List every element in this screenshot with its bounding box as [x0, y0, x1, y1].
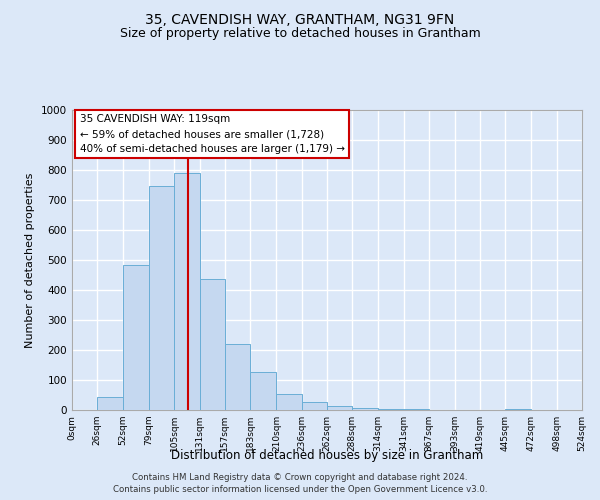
- Y-axis label: Number of detached properties: Number of detached properties: [25, 172, 35, 348]
- Bar: [505, 408, 532, 410]
- Bar: [277, 394, 302, 410]
- Bar: [377, 409, 404, 410]
- Bar: [302, 402, 327, 410]
- Bar: [352, 408, 377, 410]
- Text: 35 CAVENDISH WAY: 119sqm
← 59% of detached houses are smaller (1,728)
40% of sem: 35 CAVENDISH WAY: 119sqm ← 59% of detach…: [80, 114, 344, 154]
- Text: Distribution of detached houses by size in Grantham: Distribution of detached houses by size …: [171, 448, 483, 462]
- Bar: [149, 186, 174, 410]
- Text: Contains public sector information licensed under the Open Government Licence v3: Contains public sector information licen…: [113, 485, 487, 494]
- Text: Size of property relative to detached houses in Grantham: Size of property relative to detached ho…: [119, 28, 481, 40]
- Bar: [327, 406, 352, 410]
- Bar: [97, 398, 122, 410]
- Text: Contains HM Land Registry data © Crown copyright and database right 2024.: Contains HM Land Registry data © Crown c…: [132, 472, 468, 482]
- Bar: [225, 344, 250, 410]
- Text: 35, CAVENDISH WAY, GRANTHAM, NG31 9FN: 35, CAVENDISH WAY, GRANTHAM, NG31 9FN: [145, 12, 455, 26]
- Bar: [122, 264, 149, 410]
- Bar: [250, 372, 277, 410]
- Bar: [174, 173, 200, 410]
- Bar: [199, 279, 225, 410]
